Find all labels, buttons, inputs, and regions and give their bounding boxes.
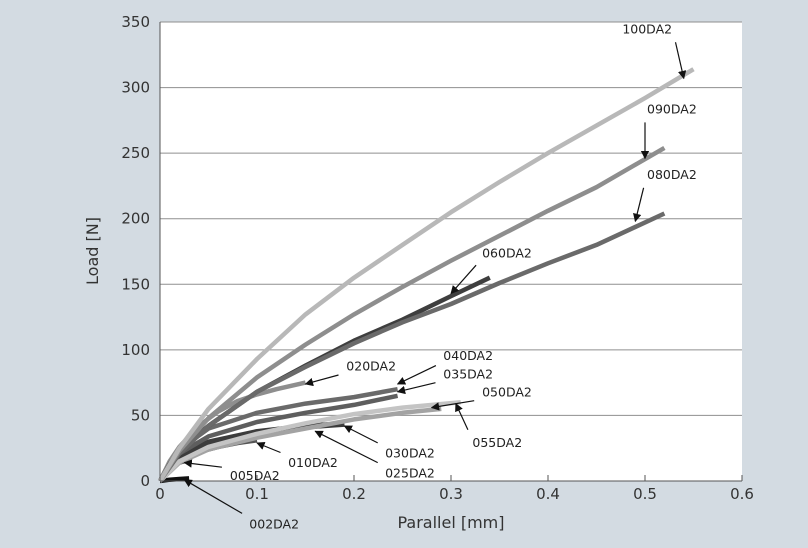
arrow-005DA2	[183, 459, 222, 468]
y-tick-label: 300	[121, 79, 150, 97]
arrow-050DA2	[430, 400, 475, 411]
y-tick-label: 100	[121, 341, 150, 359]
series-100DA2	[158, 67, 695, 483]
y-tick-label: 50	[131, 406, 150, 424]
y-axis-label: Load [N]	[83, 217, 102, 285]
arrow-030DA2	[343, 425, 378, 444]
series-label-060DA2: 060DA2	[482, 246, 532, 261]
series-label-050DA2: 050DA2	[482, 385, 532, 400]
series-080DA2	[158, 211, 666, 483]
arrow-010DA2	[256, 441, 281, 454]
series-label-010DA2: 010DA2	[288, 455, 338, 470]
x-tick-label: 0.2	[342, 485, 366, 503]
x-tick-label: 0.6	[730, 485, 754, 503]
gridlines	[160, 21, 742, 416]
series-label-055DA2: 055DA2	[472, 435, 522, 450]
arrow-035DA2	[396, 382, 436, 395]
arrow-040DA2	[396, 365, 437, 385]
series-label-080DA2: 080DA2	[647, 167, 697, 182]
x-tick-label: 0	[155, 485, 165, 503]
y-tick-label: 150	[121, 275, 150, 293]
arrow-060DA2	[450, 264, 477, 295]
arrow-002DA2	[183, 479, 243, 514]
series-label-025DA2: 025DA2	[385, 465, 435, 480]
x-tick-label: 0.5	[633, 485, 657, 503]
arrow-080DA2	[633, 187, 645, 223]
series-label-035DA2: 035DA2	[443, 366, 493, 381]
series-annotations: 002DA2 005DA2 010DA2 020DA2 025DA2 030DA2 035D…	[183, 21, 697, 531]
series-090DA2	[158, 145, 666, 483]
x-tick-label: 0.1	[245, 485, 269, 503]
y-tick-label: 200	[121, 210, 150, 228]
x-axis-label: Parallel [mm]	[397, 513, 504, 532]
tick-labels: 0 50 100 150 200 250 300 350 0 0.1 0.2 0.3 0.4 0.5 0.6	[121, 13, 754, 503]
y-tick-label: 0	[140, 472, 150, 490]
series-label-020DA2: 020DA2	[346, 359, 396, 374]
series-label-030DA2: 030DA2	[385, 446, 435, 461]
series-label-100DA2: 100DA2	[622, 21, 672, 36]
arrow-055DA2	[455, 402, 469, 430]
arrow-100DA2	[674, 42, 687, 80]
x-tick-label: 0.4	[536, 485, 560, 503]
series-label-040DA2: 040DA2	[443, 348, 493, 363]
arrow-025DA2	[314, 430, 378, 464]
y-tick-label: 250	[121, 144, 150, 162]
series-label-005DA2: 005DA2	[230, 468, 280, 483]
y-tick-label: 350	[121, 13, 150, 31]
x-tick-label: 0.3	[439, 485, 463, 503]
series-055DA2	[158, 400, 461, 483]
arrow-020DA2	[304, 374, 339, 387]
series-002DA2	[159, 476, 190, 484]
series-label-002DA2: 002DA2	[249, 516, 299, 531]
series-layer	[157, 67, 695, 484]
series-label-090DA2: 090DA2	[647, 101, 697, 116]
